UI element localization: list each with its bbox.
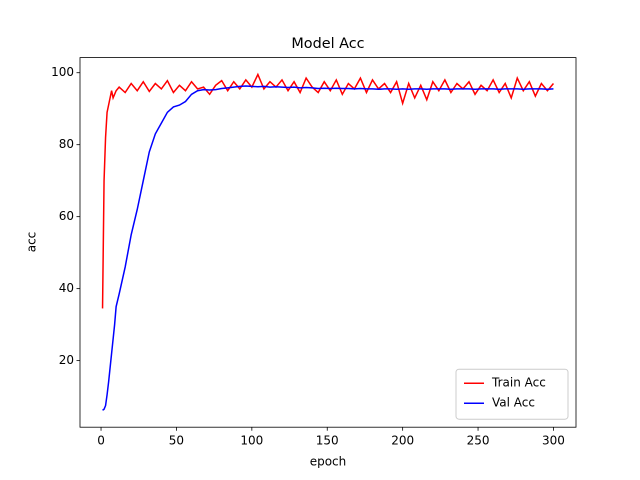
legend-label: Val Acc [492,396,535,410]
x-tick-label: 50 [169,434,184,448]
chart-title: Model Acc [291,36,364,52]
y-tick-label: 20 [59,353,74,367]
x-axis-label: epoch [310,455,347,469]
y-tick-label: 60 [59,209,74,223]
legend: Train Acc Val Acc [455,368,569,420]
axes-frame [79,57,577,428]
y-tick-label: 100 [51,65,74,79]
x-tick-label: 200 [391,434,414,448]
data-line [101,72,555,309]
x-tick-label: 150 [316,434,339,448]
x-tick-label: 250 [467,434,490,448]
legend-label: Train Acc [491,376,546,390]
y-axis-label: acc [25,232,39,253]
legend-box [455,368,569,420]
y-tick-label: 40 [59,281,74,295]
data-line [102,85,554,411]
x-tick-label: 0 [97,434,105,448]
x-tick-label: 300 [542,434,565,448]
x-tick-label: 100 [240,434,263,448]
y-tick-label: 80 [59,137,74,151]
